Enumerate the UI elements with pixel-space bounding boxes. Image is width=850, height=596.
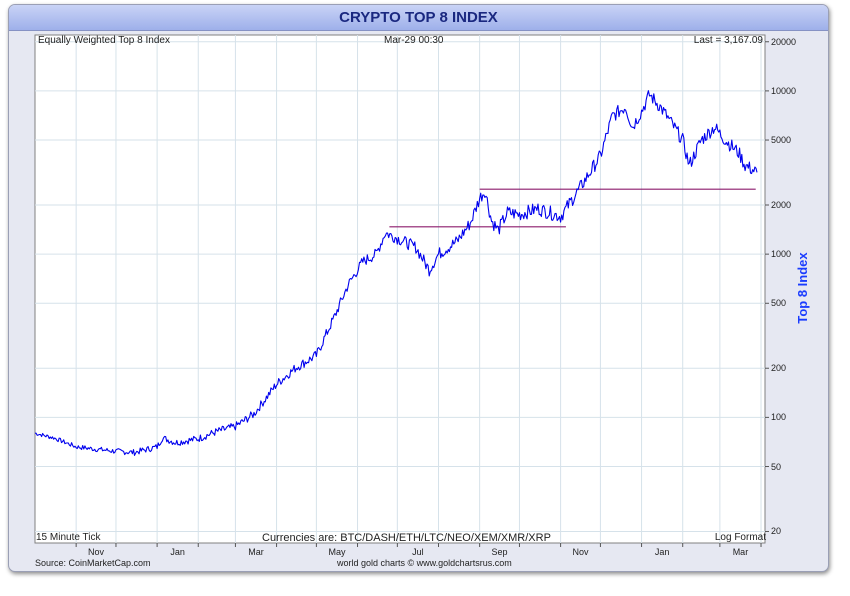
y-tick-label: 500 (771, 298, 787, 309)
x-tick-label: Jan (170, 547, 185, 557)
y-tick-label: 100 (771, 412, 787, 423)
last-value: Last = 3,167.09 (693, 35, 763, 46)
y-tick-label: 50 (771, 461, 782, 472)
price-line (35, 90, 758, 456)
y-tick-label: 10000 (771, 85, 797, 96)
timestamp: Mar-29 00:30 (384, 35, 444, 46)
chart-title: CRYPTO TOP 8 INDEX (9, 5, 828, 31)
x-tick-label: Jul (412, 547, 424, 557)
x-tick-label: Mar (248, 547, 264, 557)
grid-lines (34, 34, 769, 547)
horizontal-lines (389, 188, 756, 228)
chart-subtitle: Equally Weighted Top 8 Index (38, 35, 170, 46)
y-tick-label: 2000 (771, 199, 792, 210)
y-tick-label: 200 (771, 363, 787, 374)
source-note: Source: CoinMarketCap.com (35, 558, 151, 568)
x-tick-label: Nov (88, 547, 105, 557)
y-axis-label: Top 8 Index (795, 252, 810, 324)
tick-note: 15 Minute Tick (36, 532, 101, 543)
x-tick-label: Nov (572, 547, 589, 557)
x-tick-label: Sep (491, 547, 508, 557)
x-tick-label: Mar (732, 547, 749, 557)
y-tick-label: 1000 (771, 249, 792, 260)
x-tick-label: Jan (654, 547, 670, 557)
log-format-note: Log Format (714, 532, 766, 543)
y-tick-label: 20 (771, 526, 782, 537)
y-tick-label: 20000 (771, 36, 797, 47)
y-tick-label: 5000 (771, 135, 792, 146)
credit-note: world gold charts © www.goldchartsrus.co… (337, 558, 512, 568)
currencies-note: Currencies are: BTC/DASH/ETH/LTC/NEO/XEM… (262, 532, 551, 544)
x-tick-label: May (328, 547, 346, 557)
series-line (35, 90, 758, 456)
